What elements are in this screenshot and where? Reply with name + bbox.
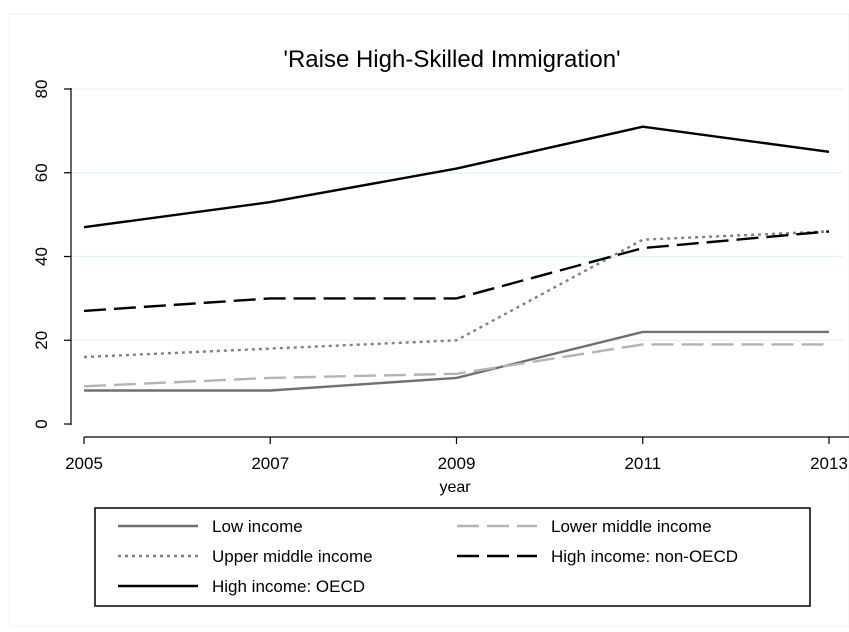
series-line <box>84 330 829 392</box>
series-line <box>83 230 830 313</box>
legend-label: Upper middle income <box>212 547 373 566</box>
y-tick-label: 0 <box>32 419 51 428</box>
series-lines <box>83 125 830 392</box>
x-tick-label: 2013 <box>810 454 848 473</box>
series-line <box>83 343 829 388</box>
legend-label: High income: non-OECD <box>551 547 738 566</box>
x-tick-label: 2007 <box>251 454 289 473</box>
x-tick-label: 2005 <box>65 454 103 473</box>
legend-label: Lower middle income <box>551 517 712 536</box>
legend-label: Low income <box>212 517 303 536</box>
x-tick-label: 2009 <box>438 454 476 473</box>
x-axis-label: year <box>439 479 471 496</box>
x-tick-label: 2011 <box>624 454 661 473</box>
y-tick-label: 20 <box>32 331 51 350</box>
grid-lines <box>64 88 843 341</box>
y-tick-label: 40 <box>32 247 51 266</box>
legend-label: High income: OECD <box>212 577 365 596</box>
legend-box <box>94 507 811 607</box>
y-tick-label: 80 <box>32 80 51 99</box>
axes: 0 20 40 60 80 2005 2007 2009 2011 2013 <box>32 80 849 473</box>
y-tick-label: 60 <box>32 163 51 182</box>
series-line <box>83 125 830 229</box>
series-line <box>83 230 830 359</box>
chart-title: 'Raise High-Skilled Immigration' <box>283 46 620 73</box>
legend: Low income Lower middle income Upper middl… <box>94 507 811 607</box>
